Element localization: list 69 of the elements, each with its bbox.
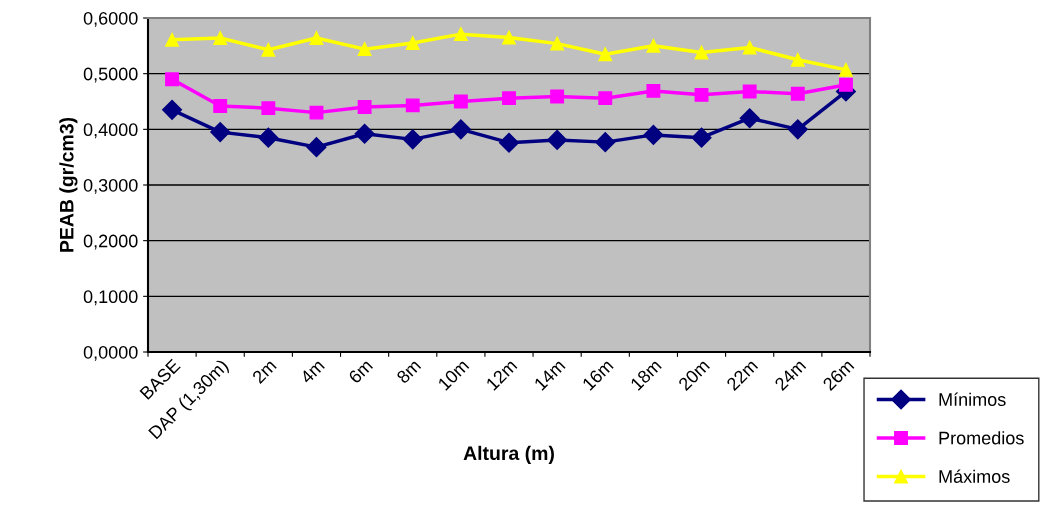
x-tick-label: 6m xyxy=(347,358,374,385)
point xyxy=(838,77,853,92)
y-tick-label: 0,3000 xyxy=(83,178,138,194)
legend-label: Mínimos xyxy=(939,392,1006,406)
point xyxy=(694,45,709,60)
point xyxy=(357,100,372,115)
point xyxy=(550,36,565,51)
point xyxy=(162,99,183,120)
point xyxy=(742,84,757,99)
point xyxy=(595,132,616,153)
point xyxy=(502,30,516,45)
point xyxy=(498,132,520,153)
y-tick-label: 0,2000 xyxy=(83,234,138,250)
point xyxy=(357,42,372,57)
point xyxy=(213,99,228,113)
y-tick-label: 0,6000 xyxy=(83,11,138,27)
x-tick-label: 4m xyxy=(299,358,325,385)
x-axis-title: Altura (m) xyxy=(463,445,554,464)
y-tick-label: 0,0000 xyxy=(83,345,138,361)
point xyxy=(694,87,709,102)
point xyxy=(453,27,468,42)
point xyxy=(550,89,565,104)
point xyxy=(210,122,231,143)
legend-label: Máximos xyxy=(939,469,1010,483)
x-tick-label: 18m xyxy=(629,358,662,391)
point xyxy=(405,98,420,113)
point xyxy=(258,127,279,148)
y-tick-label: 0,4000 xyxy=(83,123,138,139)
x-tick-label: 16m xyxy=(581,358,614,391)
x-tick-label: 14m xyxy=(533,358,566,391)
point xyxy=(739,108,760,129)
y-tick-label: 0,1000 xyxy=(83,290,138,306)
point xyxy=(306,137,327,158)
point xyxy=(643,124,664,145)
point xyxy=(742,40,757,55)
point xyxy=(453,94,468,109)
point xyxy=(261,101,276,116)
x-tick-label: 20m xyxy=(677,358,711,392)
point xyxy=(402,129,423,150)
point xyxy=(309,105,324,120)
point xyxy=(598,91,613,106)
point xyxy=(691,127,712,148)
x-tick-label: 2m xyxy=(251,358,277,384)
y-tick-label: 0,5000 xyxy=(83,67,138,83)
point xyxy=(165,72,180,87)
x-tick-label: 12m xyxy=(485,358,518,391)
point xyxy=(309,31,324,45)
x-tick-label: 8m xyxy=(395,358,422,385)
x-tick-label: 26m xyxy=(822,358,855,392)
point xyxy=(165,32,180,47)
point xyxy=(598,47,613,62)
point xyxy=(787,119,808,140)
point xyxy=(646,38,661,53)
point xyxy=(790,52,805,67)
y-axis-title: PEAB (gr/cm3) xyxy=(59,117,78,252)
point xyxy=(502,91,516,106)
point xyxy=(790,86,805,101)
point xyxy=(261,42,276,57)
x-tick-label: 10m xyxy=(437,358,470,391)
x-tick-label: 24m xyxy=(773,358,807,391)
point xyxy=(547,129,568,150)
point xyxy=(450,119,471,140)
point xyxy=(646,83,661,98)
point xyxy=(213,31,228,45)
point xyxy=(405,36,420,50)
x-tick-label: 22m xyxy=(725,358,759,391)
legend-label: Promedios xyxy=(939,431,1024,445)
point xyxy=(838,62,853,77)
point xyxy=(354,123,375,144)
